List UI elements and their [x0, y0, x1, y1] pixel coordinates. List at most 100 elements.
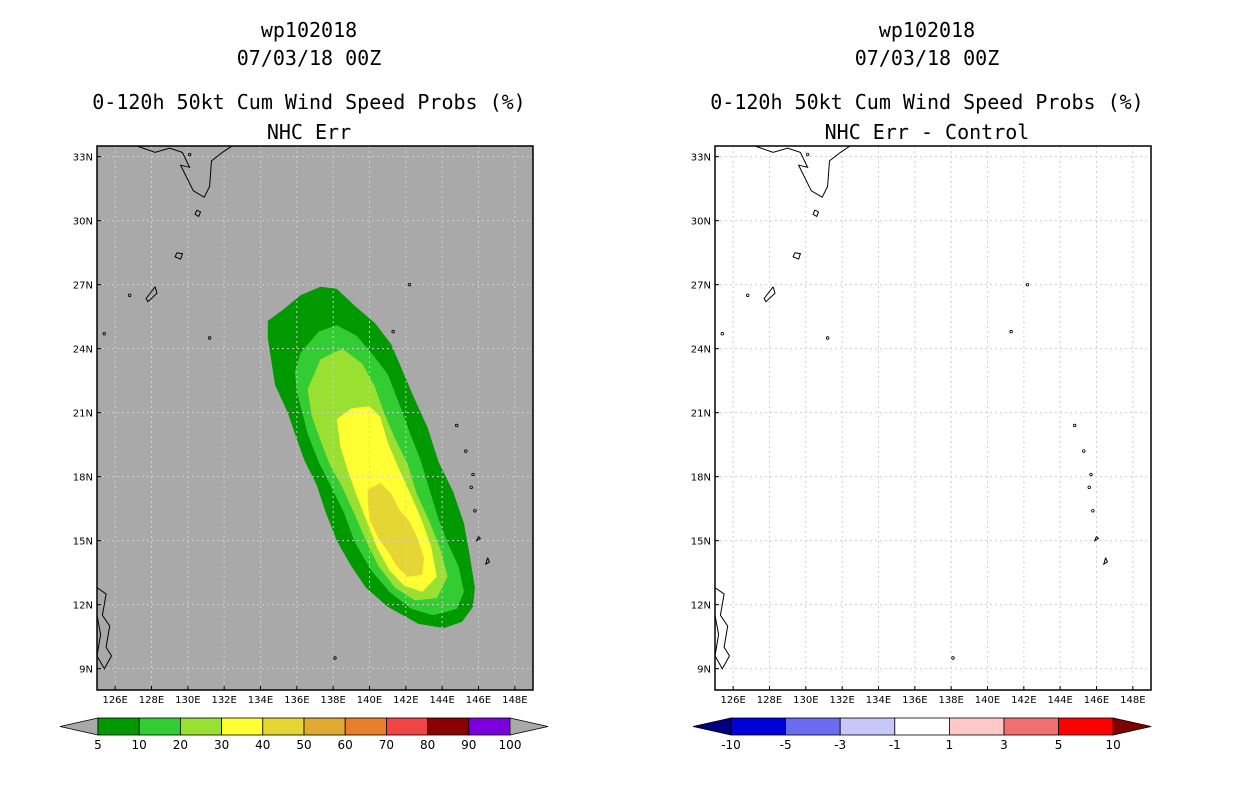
- x-tick-label: 146E: [1084, 695, 1109, 706]
- coastline-0: [136, 146, 233, 198]
- y-tick-label: 33N: [73, 153, 93, 164]
- x-tick-label: 130E: [793, 695, 818, 706]
- colorbar-label: 70: [379, 738, 394, 752]
- y-tick-label: 27N: [73, 281, 93, 292]
- colorbar-swatch-8: [427, 717, 470, 736]
- colorbar-label: 90: [461, 738, 476, 752]
- x-tick-label: 144E: [1047, 695, 1072, 706]
- x-tick-label: 138E: [320, 695, 345, 706]
- colorbar-swatch-2: [179, 717, 222, 736]
- right-title-storm: wp102018: [878, 18, 976, 42]
- island-4: [1091, 509, 1095, 513]
- x-tick-label: 126E: [720, 695, 745, 706]
- colorbar-swatch-0: [730, 717, 786, 736]
- colorbar-label: 5: [94, 738, 102, 752]
- colorbar-label: 100: [499, 738, 522, 752]
- island-0: [825, 336, 830, 340]
- colorbar-label: 50: [296, 738, 311, 752]
- y-tick-label: 18N: [73, 473, 93, 484]
- coastline-4: [484, 557, 491, 566]
- x-tick-label: 132E: [211, 695, 236, 706]
- coastline-2: [792, 252, 802, 260]
- coastline-4: [1102, 557, 1109, 566]
- x-tick-label: 148E: [1120, 695, 1145, 706]
- x-tick-label: 138E: [938, 695, 963, 706]
- y-tick-label: 21N: [691, 409, 711, 420]
- colorbar-swatch-3: [894, 717, 950, 736]
- coastline-3: [145, 286, 158, 303]
- x-tick-label: 144E: [429, 695, 454, 706]
- coastline-5: [1093, 536, 1100, 542]
- y-tick-label: 15N: [73, 537, 93, 548]
- colorbar-swatch-1: [138, 717, 181, 736]
- island-7: [1082, 449, 1086, 453]
- colorbar-right-triangle: [1112, 717, 1152, 736]
- x-tick-label: 140E: [357, 695, 382, 706]
- coastline-6: [97, 587, 113, 670]
- colorbar-swatch-0: [97, 717, 140, 736]
- island-4: [473, 509, 477, 513]
- island-10: [720, 332, 724, 336]
- island-5: [469, 485, 473, 490]
- y-tick-label: 24N: [73, 345, 93, 356]
- right-map-chart: 126E 128E 130E 132E 134E 136E 138E 140E 142E 144E…: [691, 145, 1152, 752]
- island-1: [391, 329, 395, 334]
- left-title-date: 07/03/18 00Z: [236, 46, 382, 70]
- x-tick-label: 148E: [502, 695, 527, 706]
- colorbar-swatch-3: [221, 717, 264, 736]
- x-tick-label: 132E: [829, 695, 854, 706]
- island-9: [805, 152, 810, 157]
- plot-area: [97, 146, 533, 690]
- island-9: [187, 152, 192, 157]
- coastline-0: [754, 146, 851, 198]
- plot-background: [715, 146, 1151, 690]
- y-tick-label: 21N: [73, 409, 93, 420]
- colorbar-swatch-7: [385, 717, 428, 736]
- plot-frame: [96, 145, 534, 691]
- coastline-1: [194, 209, 202, 218]
- x-tick-label: 146E: [466, 695, 491, 706]
- x-tick-label: 128E: [139, 695, 164, 706]
- colorbar-label: 80: [420, 738, 435, 752]
- left-title-storm: wp102018: [260, 18, 358, 42]
- island-6: [1073, 423, 1077, 428]
- y-tick-label: 30N: [691, 217, 711, 228]
- x-tick-label: 142E: [1011, 695, 1036, 706]
- coastline-3: [763, 286, 776, 303]
- colorbar-label: -10: [721, 738, 741, 752]
- island-8: [333, 656, 337, 660]
- island-10: [102, 332, 106, 336]
- left-title-product: 0-120h 50kt Cum Wind Speed Probs (%): [92, 90, 526, 114]
- colorbar-label: 10: [1106, 738, 1121, 752]
- colorbar-left-triangle: [59, 717, 99, 736]
- colorbar-swatch-5: [303, 717, 346, 736]
- y-tick-label: 9N: [79, 665, 93, 676]
- y-tick-label: 15N: [691, 537, 711, 548]
- contour-level-40: [367, 483, 424, 577]
- coastline-6: [715, 587, 731, 670]
- colorbar-label: 40: [255, 738, 270, 752]
- y-tick-label: 27N: [691, 281, 711, 292]
- colorbar-swatch-4: [948, 717, 1005, 736]
- coastline-5: [475, 536, 482, 542]
- colorbar-label: 20: [173, 738, 188, 752]
- colorbar-swatch-5: [1003, 717, 1059, 736]
- island-3: [1089, 472, 1093, 477]
- right-title-product: 0-120h 50kt Cum Wind Speed Probs (%): [710, 90, 1144, 114]
- right-title-date: 07/03/18 00Z: [854, 46, 1000, 70]
- island-11: [745, 293, 750, 298]
- x-tick-label: 134E: [866, 695, 891, 706]
- island-2: [407, 282, 412, 287]
- y-tick-label: 24N: [691, 345, 711, 356]
- colorbar-swatch-6: [344, 717, 387, 736]
- y-tick-label: 12N: [691, 601, 711, 612]
- colorbar-label: 1: [946, 738, 954, 752]
- x-tick-label: 134E: [248, 695, 273, 706]
- left-title-subtitle: NHC Err: [266, 120, 352, 144]
- colorbar-label: 60: [338, 738, 353, 752]
- right-panel: wp102018 07/03/18 00Z 0-120h 50kt Cum Wi…: [618, 0, 1236, 800]
- x-tick-label: 126E: [102, 695, 127, 706]
- island-0: [207, 336, 212, 340]
- x-tick-label: 136E: [902, 695, 927, 706]
- island-6: [455, 423, 459, 428]
